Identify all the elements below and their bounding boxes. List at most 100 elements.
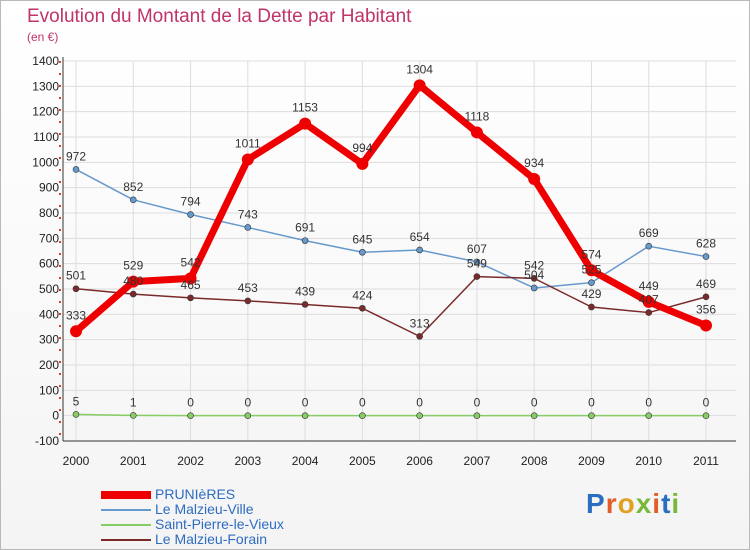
data-label: 645 <box>352 232 372 246</box>
x-tick-label: 2006 <box>406 454 433 468</box>
legend-label: Le Malzieu-Forain <box>155 531 268 547</box>
data-label: 0 <box>588 396 595 410</box>
data-label: 542 <box>524 258 544 272</box>
logo-letter: P <box>586 488 606 519</box>
data-point <box>244 297 252 305</box>
data-label: 607 <box>467 242 487 256</box>
data-point <box>416 412 423 419</box>
data-point <box>588 412 595 419</box>
data-label: 574 <box>581 247 601 261</box>
data-point <box>129 412 137 419</box>
legend-swatch <box>101 539 151 541</box>
data-point <box>645 412 653 419</box>
data-point <box>70 325 82 338</box>
data-point <box>528 173 541 186</box>
data-point <box>72 285 80 293</box>
data-point <box>588 279 595 286</box>
data-point <box>72 411 80 418</box>
data-label: 439 <box>295 284 315 298</box>
data-point <box>301 301 309 308</box>
data-label: 525 <box>581 263 601 277</box>
data-label: 0 <box>416 396 423 410</box>
data-point <box>530 412 538 419</box>
x-tick-label: 2007 <box>464 454 491 468</box>
x-tick-label: 2004 <box>292 454 319 468</box>
data-label: 691 <box>295 221 315 235</box>
x-tick-label: 2008 <box>521 454 548 468</box>
data-point <box>700 319 712 332</box>
data-label: 1304 <box>406 62 433 76</box>
data-label: 5 <box>73 394 80 408</box>
x-tick-label: 2003 <box>234 454 261 468</box>
logo-letter: i <box>652 488 662 519</box>
y-tick-label: 700 <box>39 231 59 245</box>
data-point <box>244 412 252 419</box>
data-label: 313 <box>410 316 430 330</box>
data-label: 1118 <box>464 109 489 123</box>
data-point <box>530 275 538 282</box>
legend-swatch <box>101 524 151 526</box>
y-tick-label: 1100 <box>33 130 59 144</box>
y-tick-label: 200 <box>39 358 59 372</box>
data-label: 501 <box>66 269 86 283</box>
data-point <box>72 166 80 173</box>
data-label: 542 <box>181 255 201 269</box>
x-tick-label: 2002 <box>177 454 204 468</box>
data-label: 0 <box>187 396 194 410</box>
y-tick-label: 500 <box>39 282 59 296</box>
data-point <box>645 309 653 316</box>
data-point <box>473 273 481 280</box>
data-point <box>129 290 137 298</box>
data-point <box>187 211 194 218</box>
data-label: 465 <box>181 278 201 292</box>
data-label: 0 <box>531 396 538 410</box>
series-line <box>75 275 707 338</box>
data-point <box>702 293 710 301</box>
data-point <box>473 258 481 266</box>
data-point <box>187 294 194 302</box>
y-tick-label: 1000 <box>32 155 59 169</box>
legend-swatch <box>101 509 151 511</box>
y-tick-label: 0 <box>52 409 59 423</box>
data-label: 429 <box>581 287 601 301</box>
legend-label: Saint-Pierre-le-Vieux <box>155 516 284 532</box>
data-point <box>356 157 369 170</box>
data-point <box>645 242 653 250</box>
y-tick-label: 600 <box>39 257 59 271</box>
series-line <box>72 81 710 335</box>
y-tick-label: 1400 <box>32 54 59 68</box>
data-point <box>585 264 598 277</box>
data-label: 480 <box>123 274 143 288</box>
data-label: 1 <box>130 395 137 409</box>
y-tick-label: 100 <box>39 383 59 397</box>
data-label: 424 <box>352 288 372 302</box>
x-tick-label: 2001 <box>120 454 147 468</box>
data-label: 794 <box>181 195 201 209</box>
data-label: 0 <box>474 396 481 410</box>
axis-layer: -100010020030040050060070080090010001100… <box>32 54 736 468</box>
data-label: 529 <box>123 259 143 273</box>
data-label: 449 <box>639 279 659 293</box>
data-label: 0 <box>359 396 366 410</box>
data-point <box>127 275 140 288</box>
y-tick-label: 1300 <box>32 79 59 93</box>
y-tick-label: 1200 <box>32 105 59 119</box>
data-point <box>702 253 710 260</box>
x-tick-label: 2011 <box>693 454 719 468</box>
data-label: 0 <box>703 396 710 410</box>
data-point <box>301 237 309 244</box>
data-point <box>642 295 655 308</box>
data-label: 0 <box>645 396 652 410</box>
data-point <box>416 333 423 340</box>
data-label: 1011 <box>235 137 261 151</box>
x-tick-label: 2005 <box>349 454 376 468</box>
data-label: 453 <box>238 281 258 295</box>
proxiti-logo: Proxiti <box>586 488 680 520</box>
data-point <box>588 303 595 311</box>
data-point <box>299 117 312 130</box>
data-label: 1153 <box>292 101 318 115</box>
data-label: 852 <box>123 180 143 194</box>
